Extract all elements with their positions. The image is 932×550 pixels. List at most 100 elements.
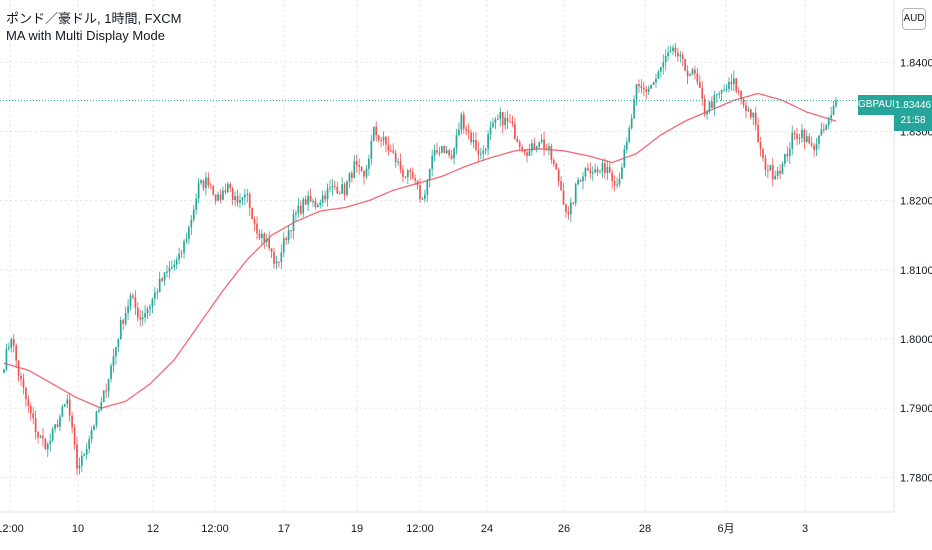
x-tick-label: 12:00 — [201, 523, 229, 535]
candle-body — [132, 295, 134, 298]
candle-body — [560, 181, 562, 191]
candle-body — [122, 320, 125, 324]
candle-body — [389, 150, 392, 152]
candle-body — [767, 169, 769, 171]
currency-badge[interactable]: AUD — [902, 8, 926, 30]
candle-body — [472, 139, 475, 143]
candle-body — [382, 137, 385, 141]
candle-body — [550, 146, 553, 161]
x-tick-label: 12:00 — [0, 523, 24, 535]
candle-body — [788, 148, 791, 157]
candle-body — [88, 439, 90, 449]
candle-body — [119, 320, 122, 340]
candle-body — [80, 455, 83, 466]
candle-body — [416, 180, 419, 186]
candle-body — [329, 187, 331, 189]
candle-body — [465, 128, 468, 131]
candle-body — [268, 239, 271, 249]
candle-body — [124, 313, 127, 324]
candle-body — [251, 207, 253, 219]
candle-body — [509, 121, 511, 123]
candle-body — [460, 114, 463, 130]
candle-body — [659, 67, 662, 72]
candle-body — [820, 129, 823, 136]
candle-body — [394, 152, 397, 163]
candle-body — [90, 429, 93, 440]
candle-body — [370, 140, 373, 159]
candle-body — [83, 454, 86, 456]
candle-body — [63, 404, 66, 407]
candle-body — [514, 123, 516, 139]
candle-body — [275, 261, 278, 264]
candlestick-series — [3, 43, 837, 476]
candle-body — [236, 196, 239, 203]
candle-body — [348, 173, 351, 182]
candle-body — [591, 172, 594, 174]
candle-body — [618, 178, 621, 185]
candle-body — [494, 119, 497, 123]
candle-body — [392, 150, 395, 153]
candle-body — [796, 134, 798, 139]
candle-body — [674, 47, 677, 53]
x-tick-label: 17 — [278, 523, 290, 535]
x-tick-label: 28 — [639, 523, 651, 535]
candle-body — [448, 150, 451, 156]
candle-body — [696, 73, 699, 82]
candle-body — [538, 142, 541, 147]
candle-body — [715, 93, 718, 96]
candle-body — [786, 154, 789, 157]
candle-body — [436, 150, 438, 153]
candle-body — [528, 150, 531, 156]
candle-body — [100, 401, 103, 411]
candle-body — [545, 148, 548, 150]
candle-body — [307, 195, 309, 205]
candle-body — [657, 71, 660, 79]
candle-body — [735, 78, 738, 92]
candle-body — [282, 238, 285, 253]
candle-body — [669, 51, 672, 53]
candle-body — [341, 184, 344, 194]
candle-body — [565, 204, 567, 212]
candle-body — [428, 168, 431, 180]
candle-body — [776, 170, 779, 176]
candle-body — [49, 440, 52, 444]
candle-body — [720, 89, 723, 94]
candle-body — [450, 155, 453, 159]
candle-body — [39, 435, 42, 438]
candle-body — [754, 112, 757, 125]
candle-body — [76, 444, 78, 469]
candle-body — [248, 193, 251, 208]
x-tick-label: 10 — [72, 523, 84, 535]
candle-body — [409, 170, 412, 173]
candle-body — [59, 416, 61, 427]
candle-body — [20, 375, 22, 380]
candle-body — [353, 161, 356, 178]
candle-body — [623, 149, 626, 168]
candle-body — [815, 143, 818, 150]
candle-body — [587, 168, 589, 171]
candle-body — [723, 89, 725, 91]
candle-body — [791, 132, 794, 149]
candle-body — [752, 112, 755, 118]
candle-body — [832, 106, 835, 116]
candle-body — [642, 87, 645, 90]
candle-body — [740, 91, 742, 100]
candle-body — [433, 150, 436, 156]
candle-body — [467, 130, 470, 133]
candle-body — [543, 139, 545, 149]
candle-body — [489, 127, 492, 135]
candle-body — [68, 399, 71, 416]
candle-body — [667, 52, 669, 56]
candle-body — [105, 390, 108, 392]
candle-body — [346, 181, 348, 195]
candle-body — [299, 205, 302, 214]
bar-countdown: 21:58 — [900, 115, 926, 126]
candle-body — [533, 143, 536, 150]
time-axis[interactable]: 12:00 10 12 12:00 17 19 12:00 24 26 28 6月 3 — [0, 523, 808, 535]
candle-body — [625, 141, 628, 150]
candle-body — [292, 214, 295, 232]
candle-body — [694, 69, 696, 74]
indicator-title[interactable]: MA with Multi Display Mode — [6, 28, 165, 43]
candle-body — [192, 209, 195, 220]
